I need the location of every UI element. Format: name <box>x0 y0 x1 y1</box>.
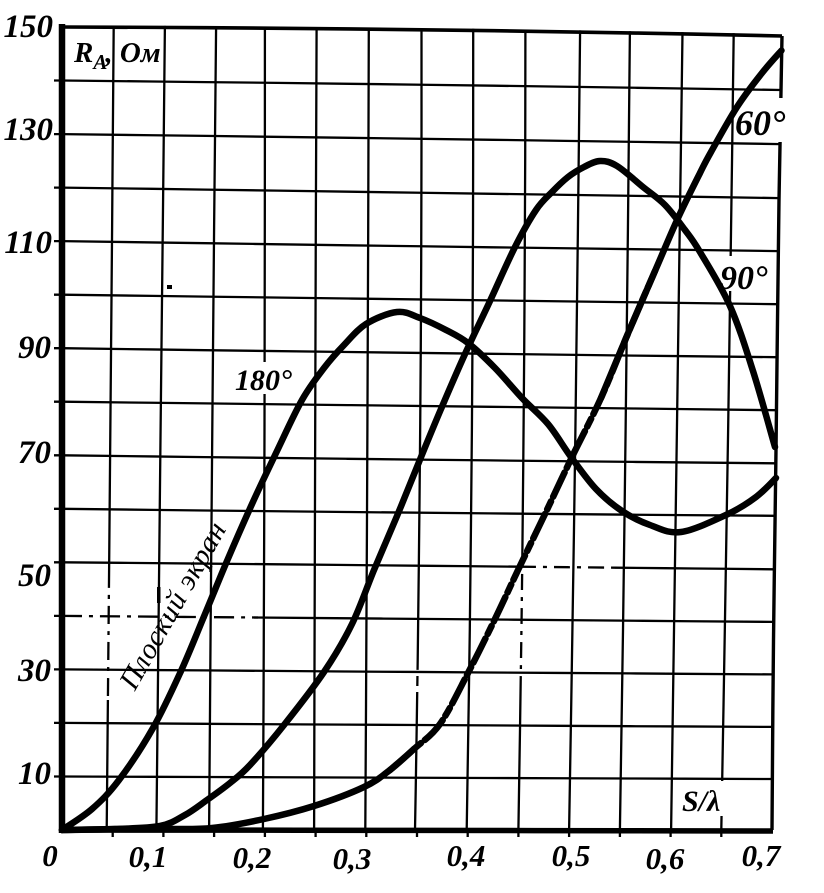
svg-text:60°: 60° <box>735 103 786 143</box>
svg-text:0,2: 0,2 <box>233 840 272 875</box>
svg-text:90: 90 <box>18 330 51 366</box>
svg-text:0,5: 0,5 <box>552 838 591 873</box>
svg-text:50: 50 <box>18 558 51 594</box>
svg-text:0,7: 0,7 <box>742 838 782 873</box>
svg-text:90°: 90° <box>720 260 768 297</box>
svg-text:0,1: 0,1 <box>129 839 168 874</box>
svg-text:110: 110 <box>4 225 52 261</box>
svg-text:0,3: 0,3 <box>333 841 372 876</box>
svg-text:S/λ: S/λ <box>682 785 720 818</box>
svg-text:150: 150 <box>4 9 54 45</box>
svg-text:0: 0 <box>42 838 58 873</box>
svg-text:RA, Ом: RA, Ом <box>73 37 161 74</box>
svg-text:10: 10 <box>18 756 51 792</box>
svg-text:30: 30 <box>17 653 51 689</box>
svg-text:180°: 180° <box>235 364 292 397</box>
svg-text:0,4: 0,4 <box>447 838 486 873</box>
svg-text:0,6: 0,6 <box>646 841 685 876</box>
svg-text:130: 130 <box>4 112 54 148</box>
svg-text:70: 70 <box>18 435 51 471</box>
